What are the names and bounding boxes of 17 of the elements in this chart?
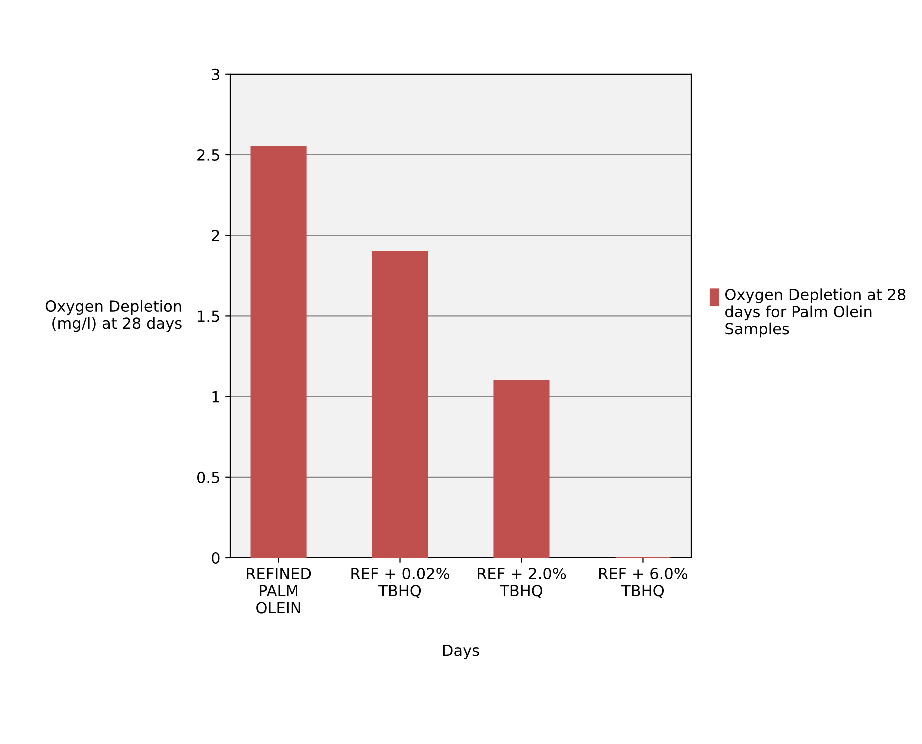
bar (372, 251, 428, 558)
x-tick-label: REFINED PALM OLEIN (247, 568, 312, 614)
x-tick-label: REF + 0.02% TBHQ (352, 568, 450, 598)
y-tick-label: 2 (212, 230, 220, 242)
y-tick-label: 2.5 (198, 149, 220, 162)
bar (250, 146, 307, 558)
x-tick-label: REF + 2.0% TBHQ (478, 568, 566, 598)
y-tick-label: 3 (212, 68, 220, 80)
x-axis-title: Days (443, 644, 480, 660)
y-tick-label: 1 (212, 391, 220, 403)
y-tick-label: 1.5 (198, 310, 220, 322)
y-tick-label: 0 (212, 552, 220, 564)
y-tick-label: 0.5 (197, 472, 220, 484)
y-axis-title: Oxygen Depletion (mg/l) at 28 days (46, 300, 182, 332)
legend-label: Oxygen Depletion at 28 days for Palm Olein Samples (726, 288, 906, 338)
bar (494, 380, 550, 558)
x-tick-label: REF + 6.0% TBHQ (600, 568, 688, 598)
